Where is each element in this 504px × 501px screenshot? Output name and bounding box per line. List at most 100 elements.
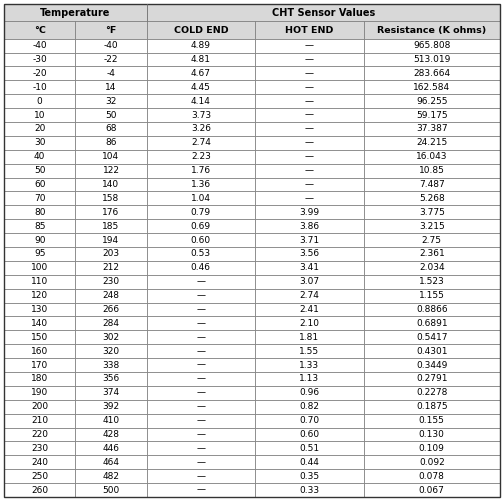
- Bar: [147, 164, 255, 177]
- Bar: [147, 344, 255, 358]
- Text: 3.73: 3.73: [191, 111, 211, 120]
- Text: 500: 500: [102, 485, 119, 494]
- Text: 2.10: 2.10: [299, 319, 320, 328]
- Text: 0.092: 0.092: [419, 458, 445, 467]
- Bar: [363, 261, 500, 275]
- Bar: [255, 219, 363, 233]
- Text: 40: 40: [34, 152, 45, 161]
- Text: 10: 10: [34, 111, 45, 120]
- Bar: [75, 275, 147, 289]
- Text: CHT Sensor Values: CHT Sensor Values: [272, 8, 375, 18]
- Bar: [363, 39, 500, 53]
- Text: 3.07: 3.07: [299, 277, 320, 286]
- Text: 150: 150: [31, 333, 48, 342]
- Text: 212: 212: [102, 264, 119, 273]
- Text: 4.89: 4.89: [191, 41, 211, 50]
- Bar: [4, 108, 75, 122]
- Bar: [4, 344, 75, 358]
- Text: 20: 20: [34, 124, 45, 133]
- Bar: [255, 22, 363, 39]
- Bar: [75, 358, 147, 372]
- Bar: [363, 94, 500, 108]
- Text: 110: 110: [31, 277, 48, 286]
- Text: 0.4301: 0.4301: [416, 347, 448, 356]
- Bar: [255, 164, 363, 177]
- Bar: [255, 247, 363, 261]
- Bar: [147, 358, 255, 372]
- Bar: [75, 108, 147, 122]
- Text: 0.96: 0.96: [299, 388, 320, 397]
- Bar: [255, 205, 363, 219]
- Text: 0.60: 0.60: [191, 235, 211, 244]
- Text: —: —: [305, 180, 314, 189]
- Text: HOT END: HOT END: [285, 26, 334, 35]
- Text: 4.67: 4.67: [191, 69, 211, 78]
- Bar: [147, 386, 255, 400]
- Text: —: —: [197, 333, 205, 342]
- Text: 240: 240: [31, 458, 48, 467]
- Text: °C: °C: [34, 26, 46, 35]
- Text: —: —: [305, 152, 314, 161]
- Bar: [147, 330, 255, 344]
- Text: 90: 90: [34, 235, 45, 244]
- Bar: [255, 94, 363, 108]
- Bar: [363, 441, 500, 455]
- Bar: [4, 22, 75, 39]
- Bar: [4, 317, 75, 330]
- Text: —: —: [305, 111, 314, 120]
- Bar: [4, 39, 75, 53]
- Text: 0.5417: 0.5417: [416, 333, 448, 342]
- Bar: [4, 386, 75, 400]
- Text: 2.74: 2.74: [299, 291, 319, 300]
- Text: 194: 194: [102, 235, 119, 244]
- Bar: [255, 39, 363, 53]
- Text: -22: -22: [104, 55, 118, 64]
- Bar: [255, 122, 363, 136]
- Text: —: —: [197, 471, 205, 480]
- Bar: [363, 108, 500, 122]
- Bar: [75, 177, 147, 191]
- Text: 0.6891: 0.6891: [416, 319, 448, 328]
- Bar: [4, 330, 75, 344]
- Text: —: —: [305, 97, 314, 106]
- Bar: [255, 386, 363, 400]
- Bar: [147, 303, 255, 317]
- Text: 100: 100: [31, 264, 48, 273]
- Text: 68: 68: [105, 124, 117, 133]
- Text: 0.46: 0.46: [191, 264, 211, 273]
- Bar: [147, 136, 255, 150]
- Bar: [255, 275, 363, 289]
- Bar: [363, 469, 500, 483]
- Text: —: —: [197, 305, 205, 314]
- Text: 250: 250: [31, 471, 48, 480]
- Text: 230: 230: [102, 277, 119, 286]
- Text: 210: 210: [31, 416, 48, 425]
- Bar: [147, 441, 255, 455]
- Text: —: —: [197, 277, 205, 286]
- Text: 1.55: 1.55: [299, 347, 320, 356]
- Text: 4.14: 4.14: [191, 97, 211, 106]
- Bar: [255, 150, 363, 164]
- Bar: [75, 247, 147, 261]
- Text: 0.33: 0.33: [299, 485, 320, 494]
- Text: 1.04: 1.04: [191, 194, 211, 203]
- Bar: [75, 455, 147, 469]
- Bar: [147, 469, 255, 483]
- Bar: [4, 53, 75, 67]
- Text: 10.85: 10.85: [419, 166, 445, 175]
- Text: Temperature: Temperature: [40, 8, 110, 18]
- Bar: [75, 469, 147, 483]
- Text: 170: 170: [31, 361, 48, 370]
- Text: 2.361: 2.361: [419, 249, 445, 259]
- Text: 0.8866: 0.8866: [416, 305, 448, 314]
- Text: 0.44: 0.44: [299, 458, 319, 467]
- Bar: [147, 205, 255, 219]
- Text: 965.808: 965.808: [413, 41, 451, 50]
- Bar: [75, 205, 147, 219]
- Text: 0: 0: [37, 97, 42, 106]
- Bar: [147, 191, 255, 205]
- Bar: [75, 483, 147, 497]
- Text: 130: 130: [31, 305, 48, 314]
- Bar: [75, 289, 147, 303]
- Bar: [363, 455, 500, 469]
